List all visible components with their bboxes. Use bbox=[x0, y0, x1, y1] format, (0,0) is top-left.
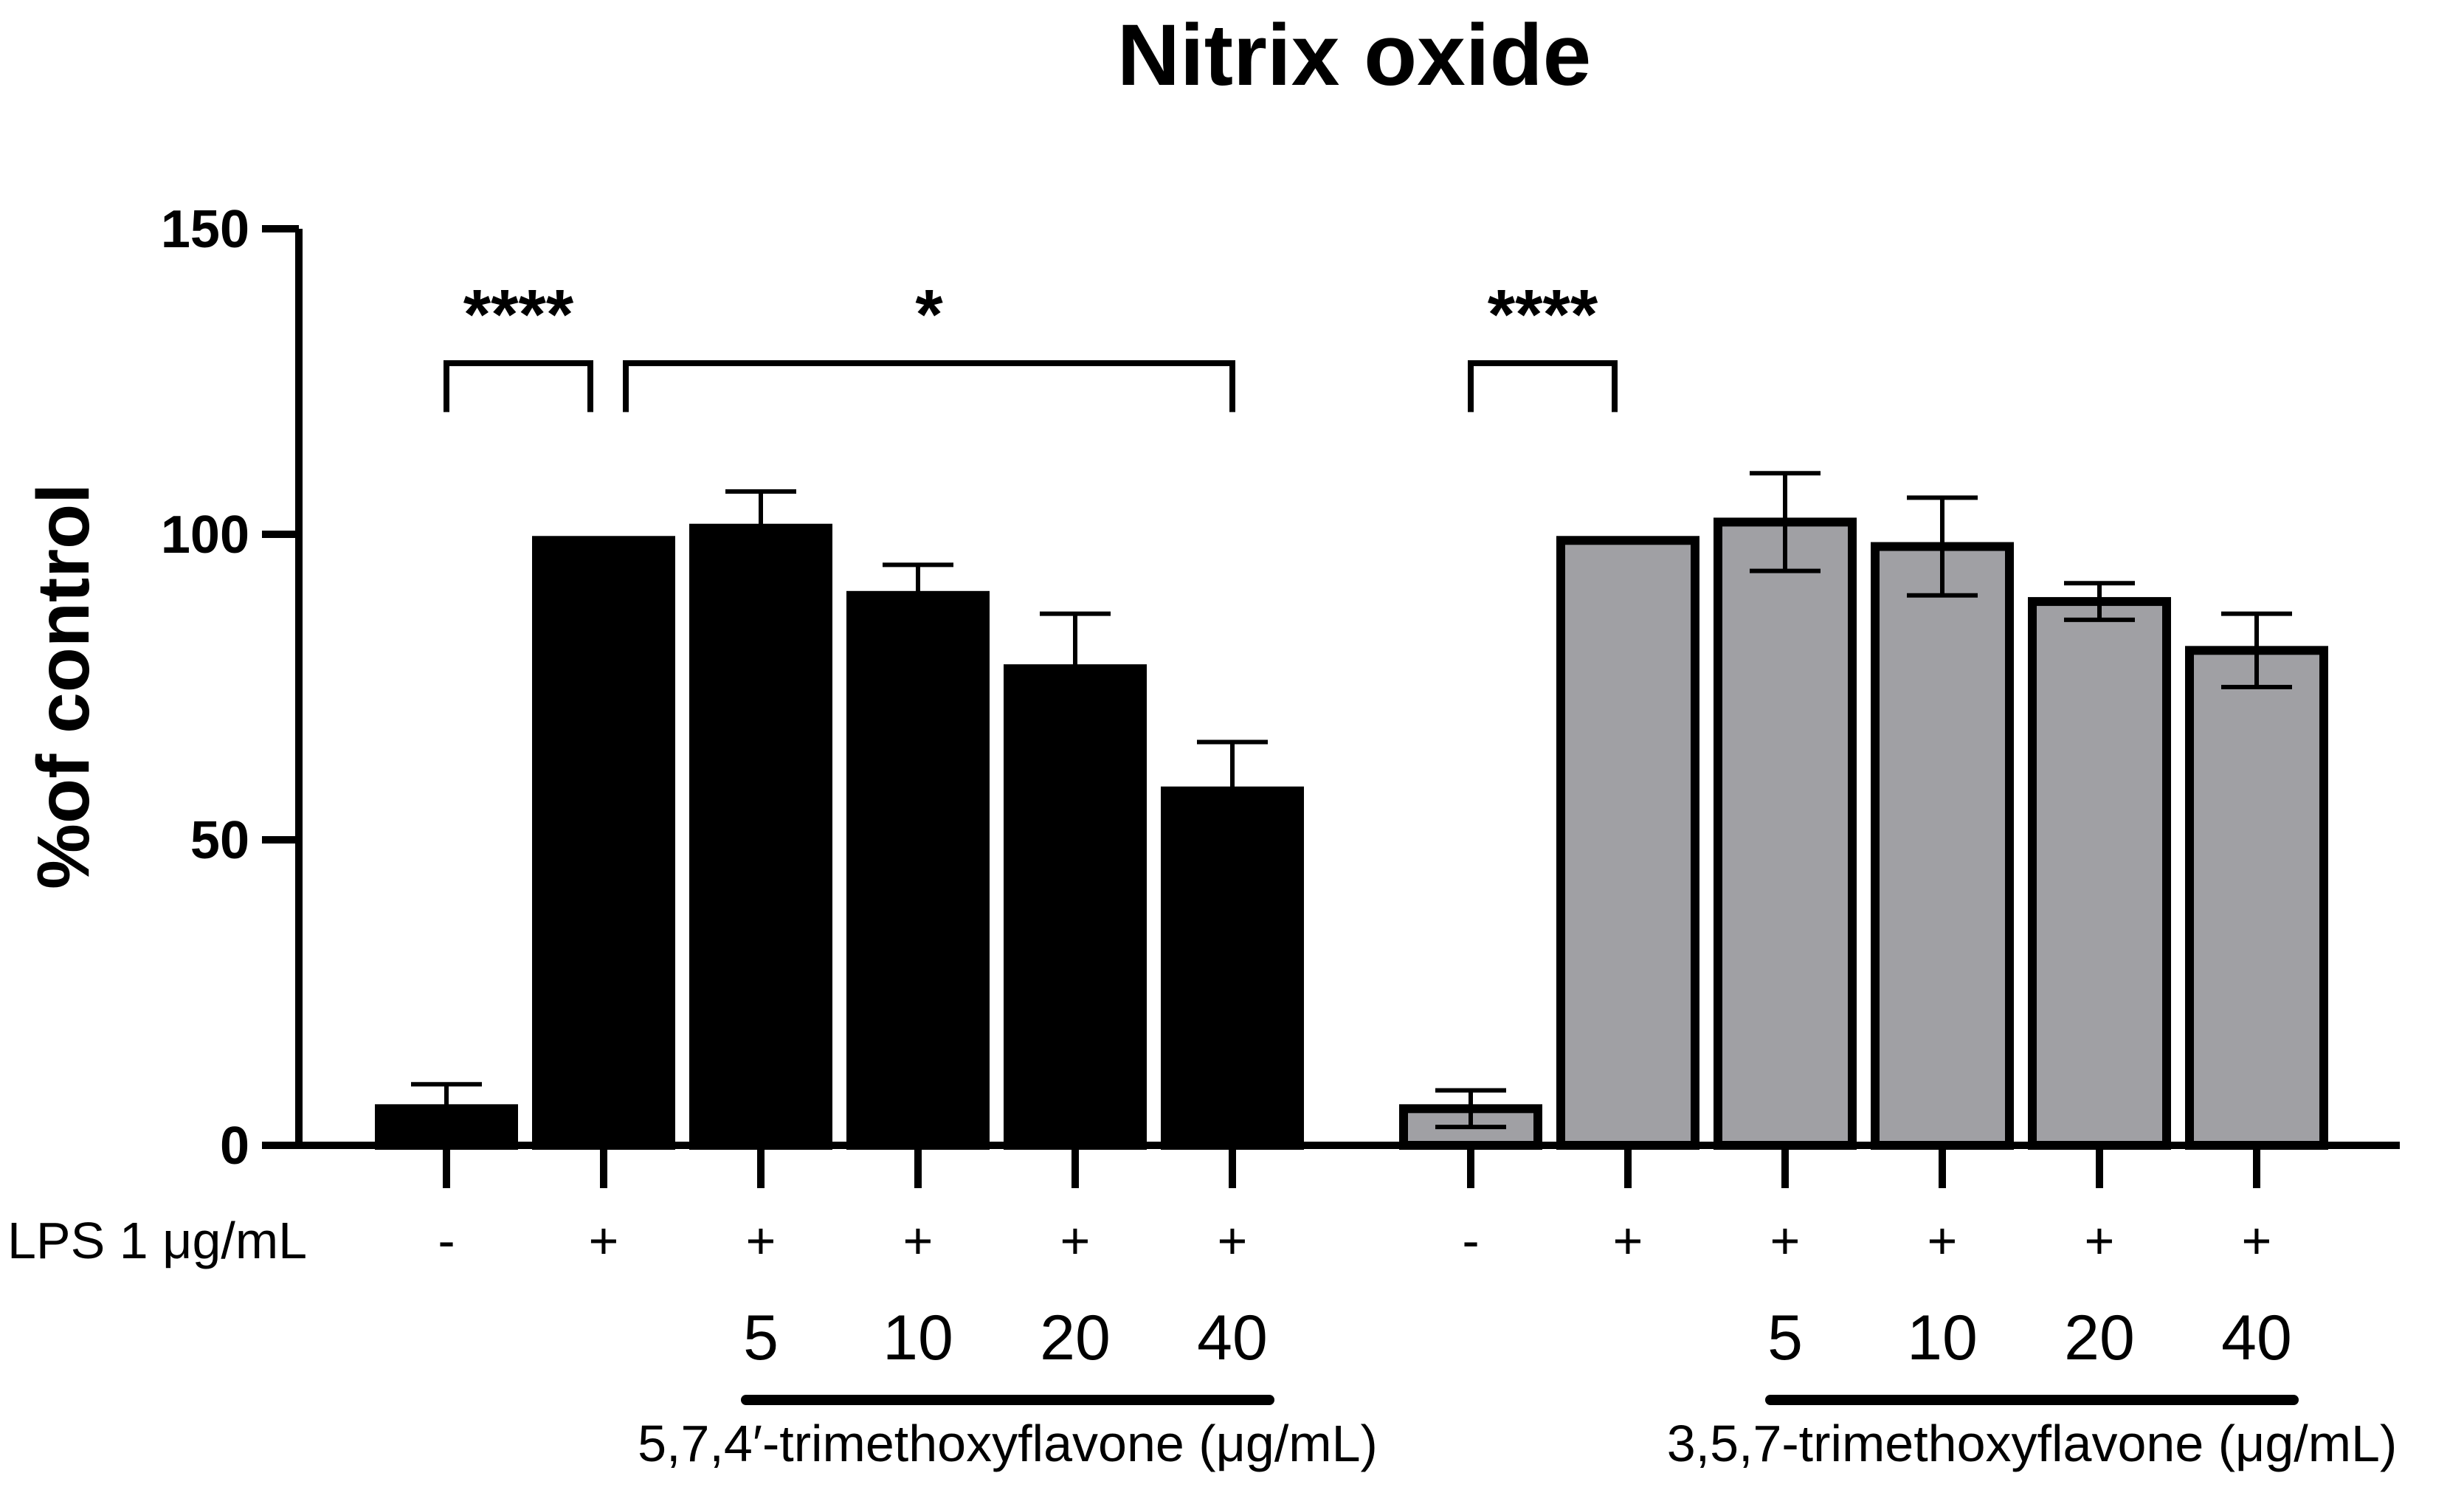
y-tick-label: 150 bbox=[161, 200, 249, 259]
concentration-label: 10 bbox=[883, 1303, 953, 1373]
bar bbox=[2028, 597, 2171, 1150]
x-axis-labels: - + +5 +10 +20 +40 5,7,4′-trimethoxyflavone (μ… bbox=[438, 1145, 2397, 1472]
bar bbox=[2185, 646, 2328, 1150]
significance-stars: **** bbox=[1488, 275, 1598, 354]
compound-label: 5,7,4′-trimethoxyflavone (μg/mL) bbox=[638, 1415, 1378, 1472]
lps-sign: + bbox=[1060, 1212, 1091, 1269]
bar bbox=[375, 1104, 518, 1150]
chart-title: Nitrix oxide bbox=[1117, 7, 1592, 104]
lps-sign: + bbox=[1613, 1212, 1643, 1269]
lps-sign: - bbox=[1462, 1212, 1479, 1269]
bar bbox=[1556, 536, 1699, 1150]
bar bbox=[1714, 517, 1857, 1150]
y-tick-label: 0 bbox=[220, 1117, 249, 1176]
lps-sign: + bbox=[903, 1212, 934, 1269]
significance-annotations: **** * **** bbox=[444, 275, 1618, 413]
significance-stars: **** bbox=[463, 275, 574, 354]
significance-bracket bbox=[623, 360, 1235, 413]
bar bbox=[689, 523, 832, 1150]
significance-bracket bbox=[1468, 360, 1618, 413]
lps-sign: + bbox=[2085, 1212, 2115, 1269]
lps-sign: + bbox=[2242, 1212, 2272, 1269]
significance-bracket bbox=[444, 360, 593, 413]
concentration-label: 40 bbox=[2221, 1303, 2292, 1373]
y-tick-label: 50 bbox=[190, 811, 249, 870]
significance-stars: * bbox=[915, 275, 943, 354]
concentration-label: 20 bbox=[1040, 1303, 1111, 1373]
concentration-label: 5 bbox=[1767, 1303, 1803, 1373]
concentration-label: 40 bbox=[1197, 1303, 1268, 1373]
lps-sign: + bbox=[746, 1212, 776, 1269]
bars bbox=[375, 471, 2328, 1150]
lps-sign: + bbox=[1218, 1212, 1248, 1269]
concentration-label: 20 bbox=[2064, 1303, 2135, 1373]
compound-label: 3,5,7-trimethoxyflavone (μg/mL) bbox=[1667, 1415, 2398, 1472]
bar bbox=[1161, 786, 1304, 1150]
lps-sign: + bbox=[1770, 1212, 1801, 1269]
y-axis-ticks: 0 50 100 150 bbox=[161, 200, 299, 1176]
bar bbox=[532, 536, 675, 1150]
y-tick-label: 100 bbox=[161, 506, 249, 565]
concentration-label: 10 bbox=[1907, 1303, 1978, 1373]
lps-sign: + bbox=[1928, 1212, 1958, 1269]
lps-sign: - bbox=[438, 1212, 455, 1269]
y-axis-label: %of control bbox=[22, 483, 105, 889]
lps-sign: + bbox=[589, 1212, 619, 1269]
lps-label: LPS 1 μg/mL bbox=[7, 1212, 307, 1269]
concentration-label: 5 bbox=[743, 1303, 779, 1373]
bar bbox=[1871, 542, 2014, 1150]
bar bbox=[846, 590, 990, 1150]
bar bbox=[1004, 664, 1147, 1150]
